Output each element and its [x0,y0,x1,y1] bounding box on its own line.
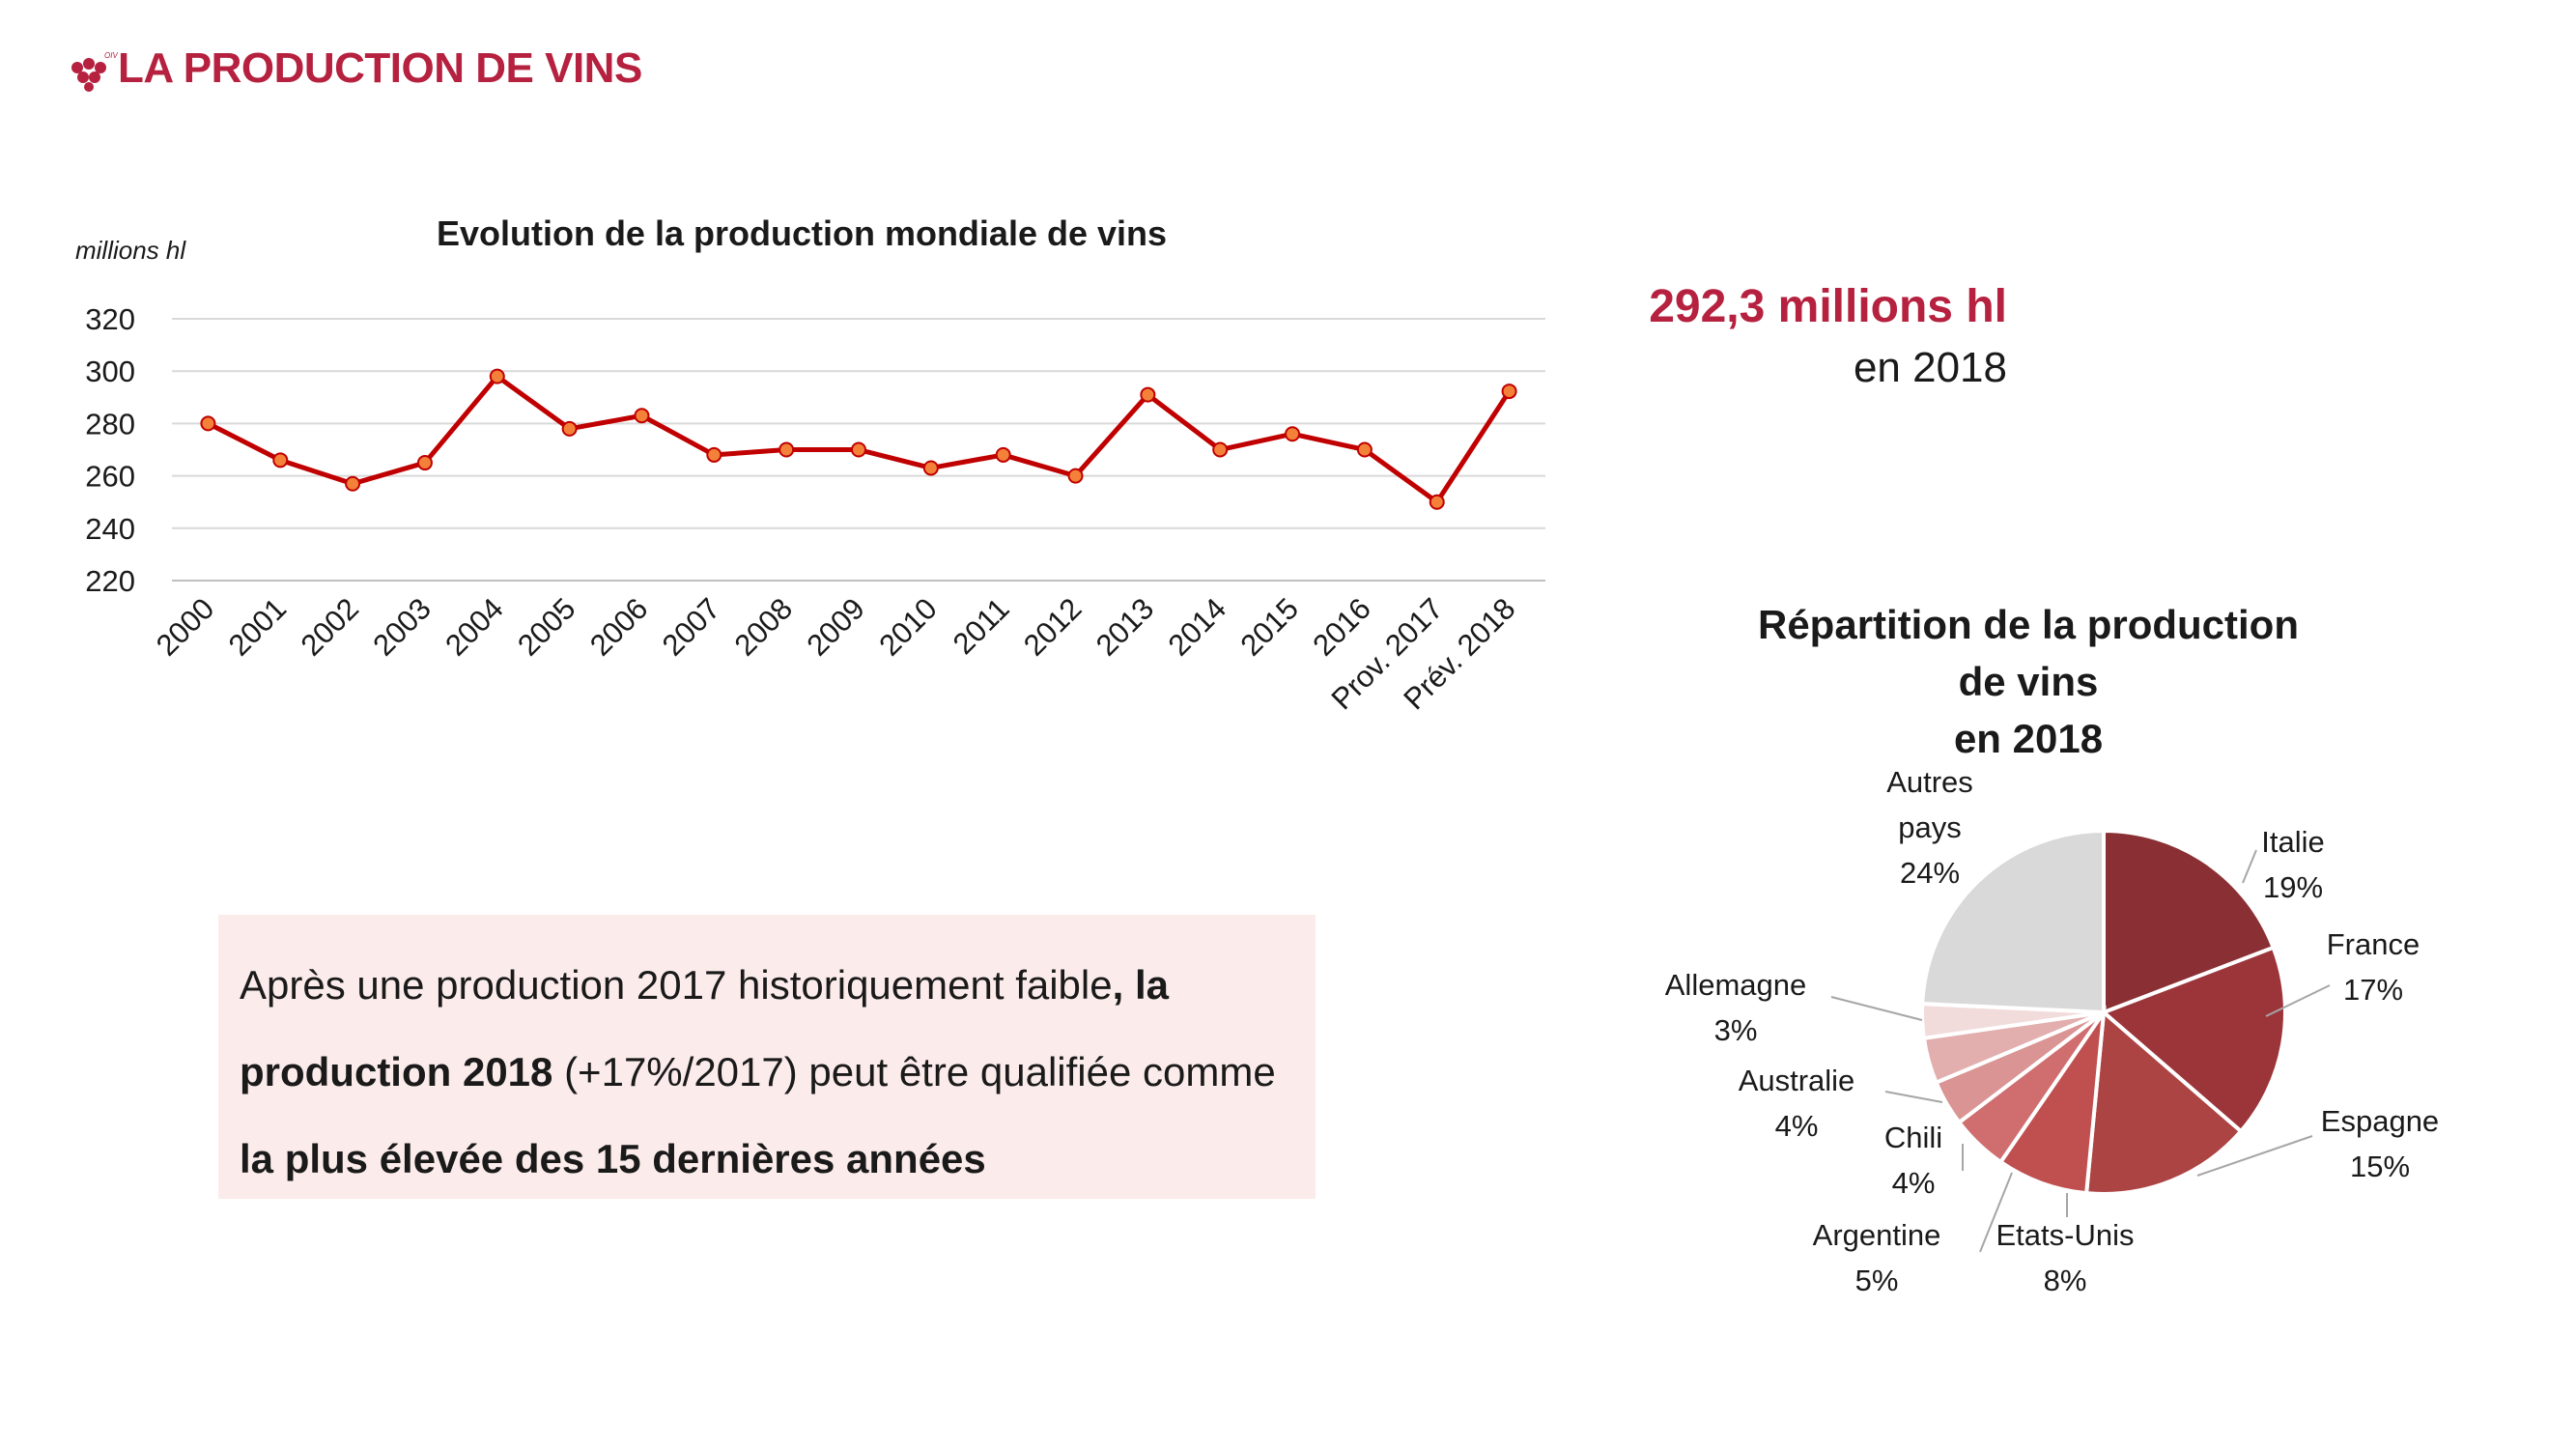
pie-label-line: Australie [1739,1064,1855,1097]
note-bold-1: , la production 2018 [240,962,1169,1094]
pie-label: Allemagne 3% [1665,968,1806,1047]
x-tick-label: 2003 [366,591,438,663]
pie-chart-title: Répartition de la production de vins en … [1729,597,2328,767]
data-point [851,441,866,458]
pie-label-line: 5% [1855,1264,1899,1297]
leader-line [1979,1172,2013,1253]
pie-label-line: Italie [2261,825,2324,859]
pie-slice-autres-pays [1920,828,2106,1015]
y-tick-label: 240 [85,512,135,546]
pie-title-line1: Répartition de la production de vins [1757,602,2299,704]
pie-label-line: 3% [1714,1013,1758,1047]
x-tick-label: 2007 [656,591,727,663]
pie-label: Espagne 15% [2321,1104,2439,1183]
x-tick-label: 2008 [728,591,800,663]
pie-title-line2: en 2018 [1953,715,2104,761]
pie-label-line: 4% [1892,1166,1936,1200]
x-tick-label: 2013 [1090,591,1161,663]
data-point [706,446,722,463]
y-tick-label: 320 [85,302,135,336]
data-point [200,415,216,432]
x-tick-label: 2011 [947,591,1016,661]
pie-label: Australie 4% [1739,1064,1855,1143]
leader-line [1884,1091,1943,1103]
pie-label-line: Argentine [1813,1218,1941,1252]
data-point [489,368,505,384]
data-point [416,455,433,471]
grape-logo-icon: OIV [71,51,118,92]
pie-label-line: Espagne [2321,1104,2439,1138]
x-tick-label: 2012 [1017,591,1089,663]
leader-line [1830,996,1923,1021]
pie-label-line: 19% [2263,870,2323,904]
data-point [272,452,289,469]
pie-label-line: 15% [2350,1150,2410,1183]
data-point [1140,386,1156,403]
data-point [1067,468,1084,484]
x-tick-label: 2014 [1162,591,1233,663]
x-tick-label: 2009 [800,591,871,663]
x-tick-label: 2002 [295,591,366,663]
pie-label-line: 8% [2044,1264,2087,1297]
leader-line [2242,849,2257,884]
data-point [922,460,939,476]
line-chart: Evolution de la production mondiale de v… [75,213,1545,716]
note-text-2: (+17%/2017) peut être qualifiée comme [552,1049,1276,1094]
production-2018-value: 292,3 millions hl [1649,281,2007,332]
y-tick-label: 300 [85,355,135,388]
logo-text: OIV [104,51,118,60]
series-line [207,374,1512,505]
pie-label-line: 4% [1775,1109,1819,1143]
x-tick-label: 2001 [222,591,294,663]
pie-slice-france [2100,945,2287,1134]
line-chart-title: Evolution de la production mondiale de v… [437,213,1167,253]
data-point [1429,494,1445,510]
x-tick-label: 2000 [150,591,221,663]
pie-label: Chili 4% [1884,1121,1942,1200]
pie-slice-italie [2102,828,2277,1015]
pie-label: Etats-Unis 8% [1996,1218,2135,1297]
pie-label-line: 17% [2343,973,2403,1007]
note-text-1: Après une production 2017 historiquement… [240,962,1113,1008]
pie-chart: Italie 19%France 17% Espagne 15% Etats-Unis 8%… [1665,765,2439,1297]
pie-label-line: Etats-Unis [1996,1218,2135,1252]
pie-label-line: Autres [1886,765,1973,799]
leader-line [2196,1135,2313,1177]
data-point [1285,426,1301,442]
y-tick-label: 280 [85,407,135,440]
pie-label-line: Allemagne [1665,968,1806,1002]
y-tick-label: 220 [85,564,135,598]
data-point [1212,441,1229,458]
x-tick-label: 2005 [511,591,582,663]
pie-label: Argentine 5% [1813,1218,1941,1297]
y-axis-label: millions hl [75,236,186,265]
pie-label-line: 24% [1900,856,1960,890]
data-point [995,446,1011,463]
x-tick-label: 2006 [583,591,655,663]
leader-line [2265,984,2331,1017]
production-2018-label: en 2018 [1853,344,2007,391]
x-tick-label: 2015 [1233,591,1305,663]
pie-label: France 17% [2327,927,2420,1007]
note-bold-2: la plus élevée des 15 dernières années [240,1136,986,1181]
data-point [1501,384,1517,400]
pie-label-line: France [2327,927,2420,961]
x-tick-label: 2004 [439,591,510,663]
data-point [1356,441,1373,458]
data-point [634,408,650,424]
pie-slice-espagne [2083,1008,2244,1196]
data-point [561,420,578,437]
page-title: LA PRODUCTION DE VINS [118,44,642,92]
data-point [778,441,795,458]
x-tick-label: 2010 [872,591,944,663]
data-point [345,475,361,492]
pie-label-line: pays [1898,810,1961,844]
pie-label-line: Chili [1884,1121,1942,1154]
pie-label: Autres pays 24% [1886,765,1973,890]
pie-label: Italie 19% [2261,825,2324,904]
summary-note: Après une production 2017 historiquement… [218,915,1316,1199]
y-tick-label: 260 [85,460,135,494]
